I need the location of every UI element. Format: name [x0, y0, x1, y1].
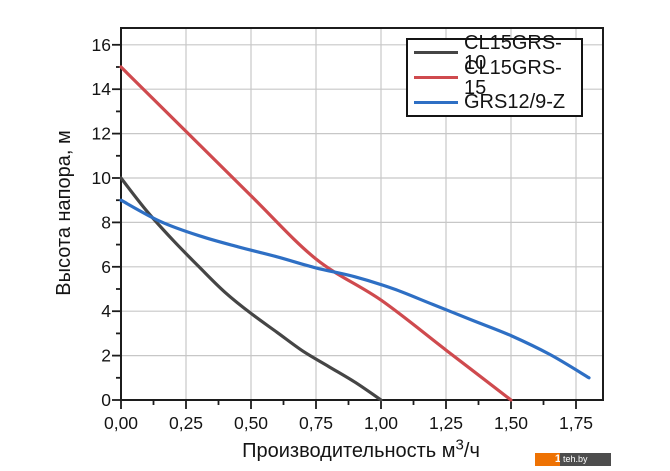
legend-line-swatch: [414, 75, 458, 80]
curve-grs12-9-z: [119, 198, 591, 380]
axis-ticks: [112, 43, 577, 409]
y-tick-label: 14: [92, 79, 112, 99]
x-axis-title-text: Производительность м: [242, 440, 456, 462]
watermark-orange-block: 1: [535, 453, 561, 466]
x-axis-title-sup: 3: [455, 436, 464, 454]
x-tick-label: 0,00: [104, 413, 138, 433]
x-axis-title: Производительность м3/ч: [161, 436, 561, 464]
y-tick-label: 2: [101, 346, 111, 366]
legend-item: CL15GRS-15: [408, 58, 581, 98]
legend-item: GRS12/9-Z: [408, 90, 581, 114]
curve-cl15grs-10: [119, 176, 383, 402]
legend-line-swatch: [414, 100, 458, 104]
x-tick-label: 0,50: [234, 413, 268, 433]
legend-label: CL15GRS-10: [464, 31, 562, 74]
watermark-prefix: 1: [554, 453, 561, 465]
legend-item: CL15GRS-10: [408, 33, 581, 73]
watermark-text: teh.by: [560, 453, 611, 466]
x-tick-label: 1,75: [559, 413, 593, 433]
y-tick-label: 0: [101, 390, 111, 410]
legend: CL15GRS-10 CL15GRS-15 GRS12/9-Z: [406, 33, 583, 117]
y-axis-title: Высота напора, м: [53, 130, 75, 296]
y-tick-labels: 0 2 4 6 8 10 12 14 16: [92, 35, 112, 410]
x-tick-label: 1,25: [429, 413, 463, 433]
x-tick-label: 0,75: [299, 413, 333, 433]
y-tick-label: 12: [92, 124, 111, 144]
y-tick-label: 8: [101, 212, 111, 232]
x-tick-labels: 0,00 0,25 0,50 0,75 1,00 1,25 1,50 1,75: [104, 413, 593, 433]
plot-frame: [120, 27, 604, 401]
x-tick-label: 1,00: [364, 413, 398, 433]
watermark-logo: 1 teh.by: [535, 453, 611, 466]
x-tick-label: 0,25: [169, 413, 203, 433]
y-tick-label: 6: [101, 257, 111, 277]
x-axis-title-unit: /ч: [463, 440, 480, 462]
legend-label: CL15GRS-15: [464, 56, 562, 99]
y-tick-label: 16: [92, 35, 111, 55]
curve-cl15grs-15: [119, 65, 513, 402]
x-tick-label: 1,50: [494, 413, 528, 433]
y-tick-label: 10: [92, 168, 112, 188]
legend-line-swatch: [414, 51, 458, 55]
legend-label: GRS12/9-Z: [464, 91, 566, 114]
y-tick-label: 4: [101, 301, 111, 321]
